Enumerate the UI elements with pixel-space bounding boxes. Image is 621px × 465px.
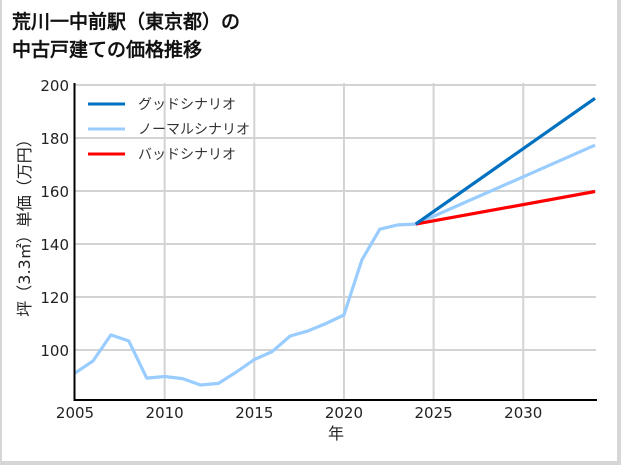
y-tick-label: 100 <box>40 342 69 360</box>
y-tick-label: 160 <box>40 183 69 201</box>
x-tick-label: 2020 <box>325 404 363 422</box>
axes <box>73 83 597 401</box>
chart-title-line2: 中古戸建ての価格推移 <box>12 39 203 61</box>
x-tick-label: 2025 <box>415 404 453 422</box>
series-line <box>415 143 596 226</box>
y-tick-label: 140 <box>40 236 69 254</box>
y-tick-label: 120 <box>40 289 69 307</box>
x-axis-label: 年 <box>328 424 344 443</box>
series-line <box>414 96 596 226</box>
series-line <box>74 222 416 387</box>
x-tick-label: 2005 <box>56 404 94 422</box>
chart-title-line1: 荒川一中前駅（東京都）の <box>12 11 241 33</box>
legend-label: グッドシナリオ <box>138 97 236 113</box>
chart-title: 荒川一中前駅（東京都）の 中古戸建ての価格推移 <box>12 8 240 64</box>
legend-label: ノーマルシナリオ <box>138 122 250 138</box>
y-tick-label: 180 <box>40 130 69 148</box>
y-axis-label: 坪（3.3㎡）単価（万円） <box>15 131 34 316</box>
x-tick-label: 2030 <box>504 404 542 422</box>
legend-label: バッドシナリオ <box>138 147 236 163</box>
series-lines <box>74 96 596 387</box>
x-tick-labels: 2005 2010 2015 2020 2025 2030 <box>56 404 542 422</box>
y-tick-label: 200 <box>40 77 69 95</box>
series-line <box>415 189 596 226</box>
grid-lines <box>75 83 596 400</box>
x-tick-label: 2010 <box>146 404 184 422</box>
x-tick-label: 2015 <box>235 404 273 422</box>
y-tick-labels: 100 120 140 160 180 200 <box>40 77 69 360</box>
